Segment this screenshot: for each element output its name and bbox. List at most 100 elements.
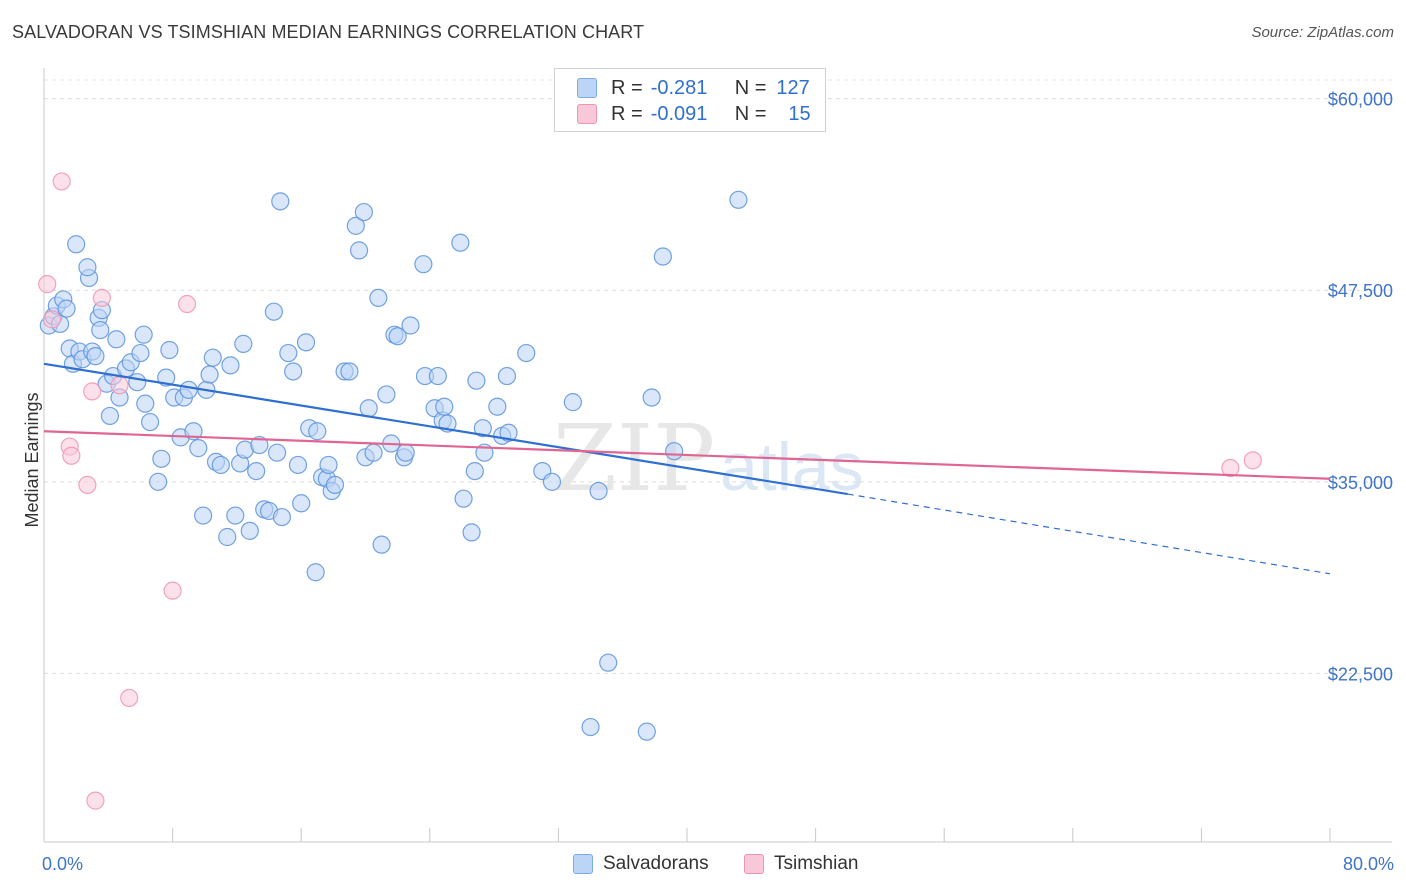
point-tsimshian [110, 376, 129, 395]
x-tick-label: 80.0% [1343, 854, 1394, 874]
point-salvadorans [264, 302, 283, 321]
point-tsimshian [52, 172, 71, 191]
point-salvadorans [160, 340, 179, 360]
chart-title: SALVADORAN VS TSIMSHIAN MEDIAN EARNINGS … [12, 22, 645, 42]
point-salvadorans [451, 233, 470, 252]
axes [43, 68, 1392, 843]
point-tsimshian [38, 275, 57, 294]
point-salvadorans [308, 422, 327, 441]
y-tick-label: $35,000 [1328, 473, 1393, 493]
point-salvadorans [325, 475, 345, 494]
chart-source: Source: ZipAtlas.com [1251, 24, 1394, 41]
point-salvadorans [221, 356, 240, 375]
point-salvadorans [67, 235, 86, 254]
legend-row-tsimshian: R = -0.091 N = 15 [577, 102, 811, 126]
point-salvadorans [340, 362, 359, 381]
legend-n-value: 127 [776, 76, 810, 99]
point-salvadorans [369, 288, 388, 308]
point-salvadorans [86, 347, 105, 366]
trend-line-tsimshian [43, 430, 1331, 480]
y-axis-label: Median Earnings [22, 392, 42, 527]
point-salvadorans [665, 442, 684, 461]
point-salvadorans [462, 523, 481, 542]
legend-n-label: N = [734, 102, 767, 125]
legend-n-value: 15 [788, 102, 811, 125]
point-salvadorans [194, 506, 213, 525]
grid-lines [44, 79, 1392, 674]
legend-r-label: R = [611, 76, 643, 99]
point-salvadorans [306, 563, 325, 582]
point-tsimshian [83, 382, 102, 401]
point-tsimshian [62, 446, 81, 465]
point-salvadorans [372, 535, 391, 554]
legend-swatch-salvadorans [573, 854, 593, 874]
point-tsimshian [42, 310, 62, 329]
y-tick-label: $47,500 [1328, 281, 1393, 301]
point-salvadorans [359, 399, 378, 418]
point-tsimshian [163, 581, 182, 600]
point-tsimshian [78, 475, 97, 494]
point-salvadorans [354, 202, 373, 222]
point-salvadorans [272, 507, 292, 527]
legend-item-tsimshian[interactable]: Tsimshian [744, 853, 858, 875]
point-salvadorans [563, 393, 582, 412]
x-tick-label: 0.0% [42, 854, 83, 874]
point-salvadorans [100, 406, 120, 426]
legend-r-value: -0.091 [650, 102, 708, 125]
point-salvadorans [653, 247, 672, 266]
trend-lines [43, 362, 1331, 575]
point-salvadorans [497, 366, 517, 386]
point-tsimshian [177, 294, 197, 314]
point-salvadorans [107, 330, 126, 349]
point-salvadorans [292, 494, 311, 513]
legend-row-salvadorans: R = -0.281 N = 127 [577, 76, 810, 100]
point-tsimshian [120, 688, 139, 708]
point-salvadorans [149, 472, 168, 491]
trend-line-salvadorans [43, 362, 848, 496]
legend-r-label: R = [611, 102, 643, 125]
point-salvadorans [128, 373, 147, 392]
legend-swatch-salvadorans [577, 78, 597, 98]
legend-label-tsimshian: Tsimshian [774, 853, 859, 874]
point-salvadorans [267, 443, 287, 462]
point-salvadorans [203, 348, 222, 367]
point-salvadorans [200, 365, 219, 384]
series-legend: Salvadorans Tsimshian [0, 852, 1406, 878]
point-salvadorans [414, 255, 433, 274]
legend-item-salvadorans[interactable]: Salvadorans [573, 853, 709, 875]
point-salvadorans [542, 472, 562, 491]
point-salvadorans [642, 388, 661, 407]
point-salvadorans [78, 258, 97, 277]
point-salvadorans [364, 443, 383, 462]
point-salvadorans [589, 481, 608, 501]
correlation-legend: R = -0.281 N = 127 R = -0.091 N = 15 [554, 68, 826, 132]
legend-r-value: -0.281 [650, 76, 708, 99]
y-tick-label: $22,500 [1328, 664, 1393, 684]
point-salvadorans [396, 443, 415, 462]
trend-extension-salvadorans [847, 493, 1331, 575]
point-salvadorans [91, 320, 110, 340]
point-salvadorans [184, 422, 203, 441]
point-salvadorans [581, 717, 600, 737]
point-salvadorans [637, 722, 656, 741]
point-salvadorans [473, 419, 492, 438]
point-tsimshian [1221, 458, 1240, 478]
point-tsimshian [86, 791, 105, 810]
point-salvadorans [319, 455, 338, 475]
y-tick-labels: $60,000 $47,500 $35,000 $22,500 [1328, 90, 1393, 685]
point-salvadorans [250, 435, 269, 455]
point-salvadorans [377, 385, 396, 404]
point-salvadorans [234, 334, 253, 353]
point-salvadorans [134, 325, 153, 344]
point-salvadorans [288, 455, 308, 475]
point-salvadorans [284, 362, 303, 381]
point-salvadorans [346, 216, 365, 235]
point-salvadorans [401, 316, 420, 335]
legend-label-salvadorans: Salvadorans [603, 853, 709, 874]
point-salvadorans [226, 506, 245, 525]
point-salvadorans [189, 439, 208, 458]
x-tick-labels: 0.0% 80.0% [42, 854, 1394, 874]
point-salvadorans [279, 343, 298, 363]
point-salvadorans [499, 423, 518, 442]
point-salvadorans [179, 380, 198, 399]
